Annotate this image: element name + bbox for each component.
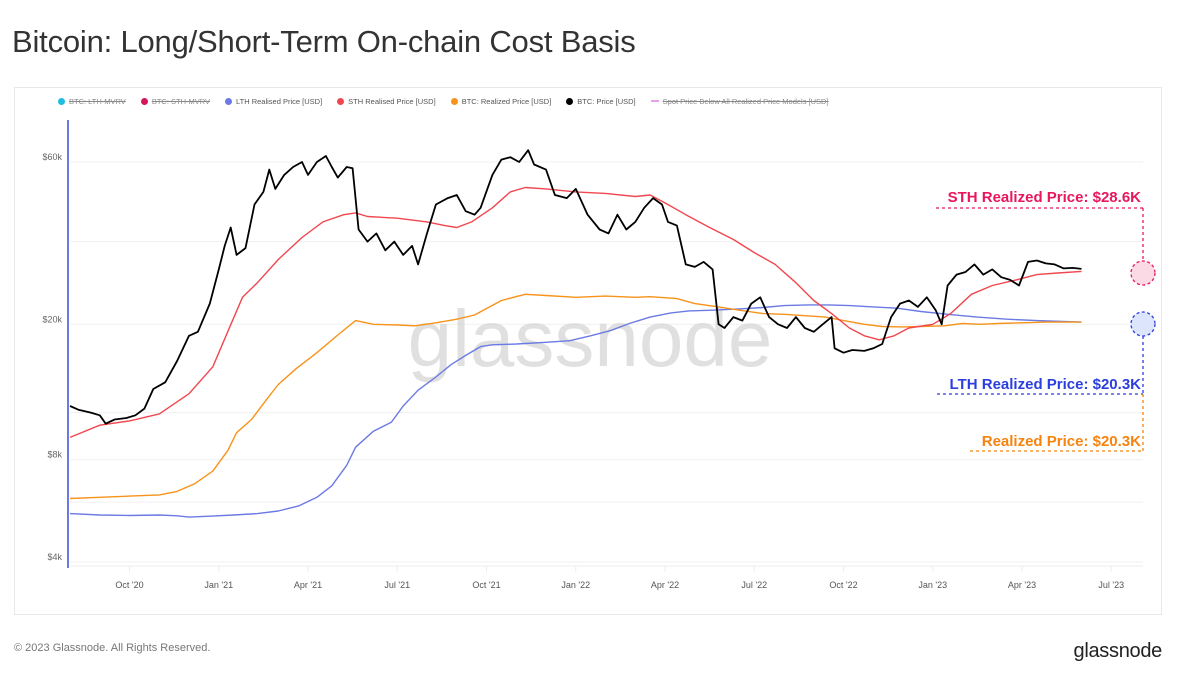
glassnode-logo[interactable]: glassnode [1073, 640, 1163, 662]
x-tick-label: Oct '20 [115, 580, 143, 590]
y-tick-label: $8k [47, 450, 62, 460]
realized-annotation-label: Realized Price: $20.3K [982, 433, 1141, 450]
legend-label: STH Realised Price [USD] [348, 96, 436, 106]
legend-item[interactable]: STH Realised Price [USD] [337, 97, 436, 106]
page-title: Bitcoin: Long/Short-Term On-chain Cost B… [12, 24, 636, 59]
y-tick-label: $60k [42, 152, 62, 162]
legend-dot-icon [450, 97, 458, 105]
chart-legend: BTC: LTH-MVRV BTC: STH-MVRV LTH Realised P… [58, 95, 844, 107]
btc-price-usd-line [69, 149, 1082, 425]
legend-label: BTC: LTH-MVRV [69, 96, 126, 106]
x-tick-label: Jul '21 [384, 580, 410, 590]
x-tick-label: Oct '21 [472, 580, 500, 590]
gridlines [70, 161, 1143, 563]
realized-annotation: Realized Price: $20.3K [970, 394, 1144, 452]
sth-annotation-label: STH Realized Price: $28.6K [948, 189, 1142, 206]
legend-dot-icon [140, 97, 148, 105]
watermark-logo: glassnode [408, 294, 773, 383]
chart-frame [14, 87, 1162, 615]
x-tick-label: Oct '22 [829, 580, 857, 590]
y-tick-label: $4k [47, 552, 62, 562]
x-tick-label: Jul '22 [741, 580, 767, 590]
series-lines [69, 149, 1082, 518]
lth-annotation: LTH Realized Price: $20.3K [937, 311, 1156, 395]
legend-label: Spot Price Below All Realized Price Mode… [662, 96, 829, 106]
x-tick-label: Jan '22 [561, 580, 590, 590]
legend-item[interactable]: BTC: Price [USD] [566, 96, 636, 106]
x-tick-label: Jul '23 [1098, 580, 1124, 590]
legend-label: BTC: Price [USD] [577, 96, 636, 106]
legend-dot-icon [58, 97, 65, 105]
legend-line-icon [650, 100, 659, 102]
legend-dot-icon [566, 97, 574, 105]
y-axis-labels: $60k $20k $8k $4k [42, 152, 62, 562]
legend-dot-icon [337, 97, 345, 105]
legend-label: BTC: STH-MVRV [151, 96, 211, 106]
legend-item[interactable]: Spot Price Below All Realized Price Mode… [650, 96, 829, 106]
legend-label: BTC: Realized Price [USD] [461, 96, 552, 106]
legend-item[interactable]: BTC: STH-MVRV [140, 96, 211, 106]
legend-dot-icon [225, 97, 233, 105]
sth-highlight-circle [1130, 260, 1156, 286]
lth-annotation-label: LTH Realized Price: $20.3K [950, 376, 1142, 393]
x-axis-labels: Oct '20 Jan '21 Apr '21 Jul '21 Oct '21 Jan '… [70, 565, 1143, 590]
sth-realised-price-usd-line [69, 186, 1082, 439]
x-tick-label: Jan '23 [918, 580, 947, 590]
legend-label: LTH Realised Price [USD] [236, 96, 323, 106]
legend-item[interactable]: LTH Realised Price [USD] [225, 97, 322, 106]
legend-item[interactable]: BTC: Realized Price [USD] [450, 96, 552, 106]
copyright-text: © 2023 Glassnode. All Rights Reserved. [14, 642, 211, 654]
sth-annotation: STH Realized Price: $28.6K [936, 189, 1156, 286]
legend-item[interactable]: BTC: LTH-MVRV [58, 97, 126, 106]
x-tick-label: Apr '23 [1008, 580, 1036, 590]
x-tick-label: Apr '22 [651, 580, 679, 590]
x-tick-label: Apr '21 [294, 580, 322, 590]
btc-realized-price-usd-line [69, 293, 1082, 500]
lth-highlight-circle [1130, 311, 1156, 337]
y-tick-label: $20k [42, 314, 62, 324]
x-tick-label: Jan '21 [204, 580, 233, 590]
lth-realised-price-usd-line [69, 304, 1082, 518]
